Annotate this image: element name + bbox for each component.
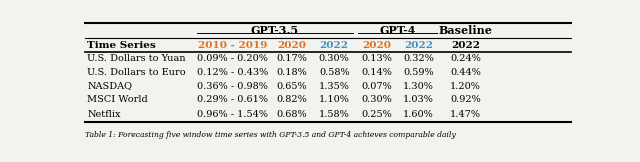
Text: U.S. Dollars to Euro: U.S. Dollars to Euro — [88, 68, 186, 77]
Text: 0.29% - 0.61%: 0.29% - 0.61% — [197, 95, 268, 104]
Text: 0.18%: 0.18% — [276, 68, 307, 77]
Text: 0.30%: 0.30% — [361, 95, 392, 104]
Text: 0.24%: 0.24% — [450, 54, 481, 63]
Text: 2020: 2020 — [278, 41, 307, 50]
Text: Baseline: Baseline — [438, 25, 493, 36]
Text: 0.12% - 0.43%: 0.12% - 0.43% — [197, 68, 268, 77]
Text: U.S. Dollars to Yuan: U.S. Dollars to Yuan — [88, 54, 186, 63]
Text: 0.32%: 0.32% — [403, 54, 434, 63]
Text: 1.03%: 1.03% — [403, 95, 434, 104]
Text: 1.20%: 1.20% — [450, 81, 481, 91]
Text: Netflix: Netflix — [88, 110, 121, 119]
Text: 2022: 2022 — [320, 41, 349, 50]
Text: 0.65%: 0.65% — [276, 81, 307, 91]
Text: 1.10%: 1.10% — [319, 95, 349, 104]
Text: 2022: 2022 — [451, 41, 480, 50]
Text: GPT-3.5: GPT-3.5 — [251, 25, 299, 36]
Text: MSCI World: MSCI World — [88, 95, 148, 104]
Text: 1.35%: 1.35% — [319, 81, 349, 91]
Text: 1.58%: 1.58% — [319, 110, 349, 119]
Text: 0.13%: 0.13% — [361, 54, 392, 63]
Text: 0.14%: 0.14% — [361, 68, 392, 77]
Text: 0.59%: 0.59% — [403, 68, 434, 77]
Text: 0.09% - 0.20%: 0.09% - 0.20% — [197, 54, 268, 63]
Text: 0.44%: 0.44% — [450, 68, 481, 77]
Text: 0.36% - 0.98%: 0.36% - 0.98% — [197, 81, 268, 91]
Text: 0.58%: 0.58% — [319, 68, 349, 77]
Text: Table 1: Forecasting five window time series with GPT-3.5 and GPT-4 achieves com: Table 1: Forecasting five window time se… — [85, 131, 456, 139]
Text: 0.17%: 0.17% — [276, 54, 307, 63]
Text: GPT-4: GPT-4 — [379, 25, 416, 36]
Text: 0.96% - 1.54%: 0.96% - 1.54% — [197, 110, 268, 119]
Text: 2010 - 2019: 2010 - 2019 — [198, 41, 268, 50]
Text: 1.47%: 1.47% — [450, 110, 481, 119]
Text: 0.68%: 0.68% — [276, 110, 307, 119]
Text: 0.30%: 0.30% — [319, 54, 349, 63]
Text: 0.25%: 0.25% — [361, 110, 392, 119]
Text: 0.07%: 0.07% — [361, 81, 392, 91]
Text: 2020: 2020 — [362, 41, 391, 50]
Text: 1.60%: 1.60% — [403, 110, 434, 119]
Text: Time Series: Time Series — [88, 41, 156, 50]
Text: 2022: 2022 — [404, 41, 433, 50]
Text: 0.92%: 0.92% — [451, 95, 481, 104]
Text: NASDAQ: NASDAQ — [88, 81, 132, 91]
Text: 1.30%: 1.30% — [403, 81, 434, 91]
Text: 0.82%: 0.82% — [276, 95, 307, 104]
